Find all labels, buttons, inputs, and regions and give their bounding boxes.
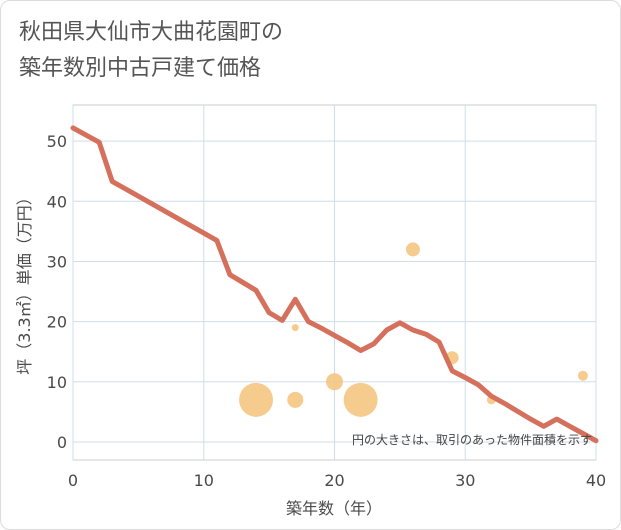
bubble-1 — [287, 391, 304, 408]
bubble-layer — [239, 242, 588, 417]
x-axis-label: 築年数（年） — [286, 499, 382, 518]
bubble-3 — [326, 373, 343, 391]
y-tick-label-2: 20 — [47, 313, 67, 332]
trend-line — [70, 125, 599, 444]
chart-title: 秋田県大仙市大曲花園町の 築年数別中古戸建て価格 — [19, 15, 283, 87]
y-tick-label-5: 50 — [47, 132, 67, 151]
x-tick-label-0: 0 — [68, 471, 78, 490]
chart-title-line1: 秋田県大仙市大曲花園町の — [19, 20, 284, 45]
bubble-size-note: 円の大きさは、取引のあった物件面積を示す — [352, 432, 592, 447]
bubble-5 — [405, 242, 420, 257]
y-tick-labels: 0 10 20 30 40 50 — [47, 132, 67, 452]
x-tick-label-1: 10 — [194, 471, 214, 490]
chart-title-line2: 築年数別中古戸建て価格 — [19, 56, 262, 81]
y-tick-label-1: 10 — [47, 373, 67, 392]
bubble-8 — [577, 370, 588, 381]
y-tick-label-4: 40 — [47, 192, 67, 211]
x-tick-label-4: 40 — [586, 471, 606, 490]
bubble-2 — [291, 324, 299, 332]
x-tick-labels: 0 10 20 30 40 — [68, 471, 606, 490]
bubble-4 — [343, 382, 378, 417]
x-tick-label-2: 20 — [324, 471, 344, 490]
grid-lines — [72, 105, 597, 460]
y-axis-label: 坪（3.3㎡）単価（万円） — [15, 189, 34, 374]
bubble-0 — [239, 382, 274, 417]
x-tick-label-3: 30 — [455, 471, 475, 490]
y-tick-label-3: 30 — [47, 252, 67, 271]
y-tick-label-0: 0 — [57, 433, 67, 452]
